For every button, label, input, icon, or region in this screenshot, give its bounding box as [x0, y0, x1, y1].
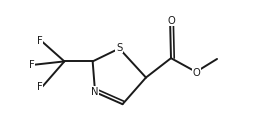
Text: F: F [37, 82, 43, 92]
Text: N: N [91, 87, 98, 97]
Text: F: F [29, 60, 35, 70]
Text: O: O [193, 68, 201, 78]
Text: S: S [116, 43, 123, 53]
Text: F: F [37, 36, 43, 46]
Text: O: O [167, 16, 175, 26]
